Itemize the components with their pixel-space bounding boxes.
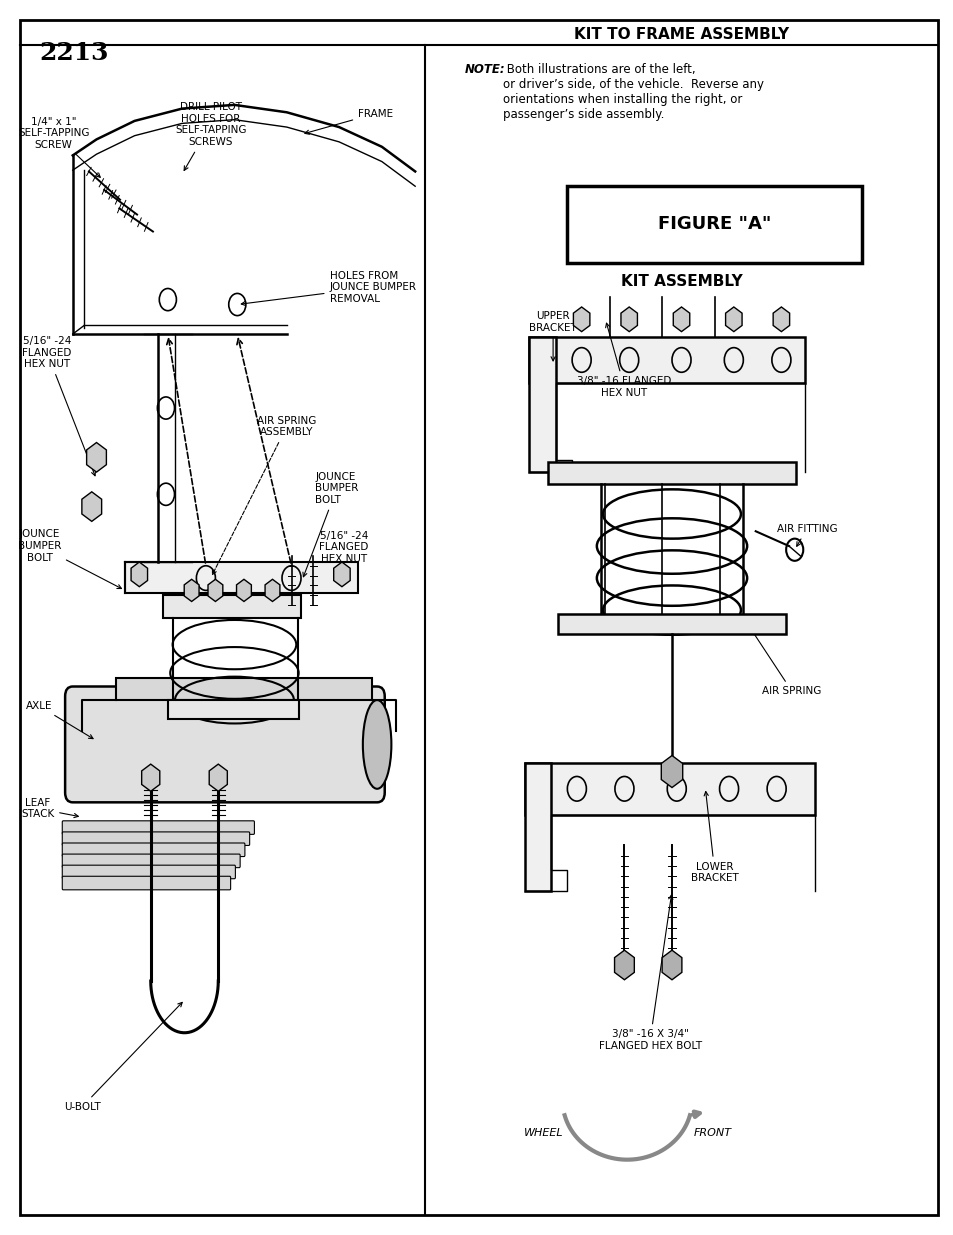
Text: KIT TO FRAME ASSEMBLY: KIT TO FRAME ASSEMBLY: [574, 27, 788, 42]
FancyBboxPatch shape: [529, 337, 556, 472]
Polygon shape: [660, 756, 682, 788]
Polygon shape: [209, 764, 227, 792]
Polygon shape: [208, 579, 223, 601]
Text: LEAF
STACK: LEAF STACK: [21, 798, 78, 819]
Polygon shape: [82, 492, 102, 521]
FancyBboxPatch shape: [558, 614, 785, 634]
Text: AIR SPRING
ASSEMBLY: AIR SPRING ASSEMBLY: [213, 416, 316, 574]
Text: 1/4" x 1"
SELF-TAPPING
SCREW: 1/4" x 1" SELF-TAPPING SCREW: [18, 116, 100, 178]
FancyBboxPatch shape: [62, 866, 235, 879]
Ellipse shape: [362, 700, 391, 789]
FancyBboxPatch shape: [125, 562, 357, 593]
Polygon shape: [142, 764, 159, 792]
Text: LOWER
BRACKET: LOWER BRACKET: [690, 792, 738, 883]
Text: FRAME: FRAME: [305, 109, 393, 135]
FancyBboxPatch shape: [62, 832, 250, 846]
Text: JOUNCE
BUMPER
BOLT: JOUNCE BUMPER BOLT: [303, 472, 358, 577]
Polygon shape: [131, 562, 148, 587]
Polygon shape: [725, 308, 741, 332]
Text: DRILL PILOT
HOLES FOR
SELF-TAPPING
SCREWS: DRILL PILOT HOLES FOR SELF-TAPPING SCREW…: [174, 103, 246, 170]
Text: U-BOLT: U-BOLT: [64, 1003, 182, 1112]
FancyBboxPatch shape: [168, 700, 299, 719]
Polygon shape: [620, 308, 637, 332]
Polygon shape: [614, 950, 634, 979]
Text: AIR FITTING: AIR FITTING: [776, 524, 837, 546]
FancyBboxPatch shape: [115, 678, 372, 700]
Text: 3/8" -16 FLANGED
HEX NUT: 3/8" -16 FLANGED HEX NUT: [577, 324, 671, 398]
Polygon shape: [334, 562, 350, 587]
FancyBboxPatch shape: [524, 763, 551, 892]
Polygon shape: [772, 308, 789, 332]
FancyBboxPatch shape: [65, 687, 384, 803]
Text: UPPER
BRACKET: UPPER BRACKET: [529, 311, 577, 361]
Text: FRONT: FRONT: [693, 1128, 731, 1137]
Text: NOTE:: NOTE:: [464, 63, 505, 77]
FancyBboxPatch shape: [163, 595, 301, 618]
Text: HOLES FROM
JOUNCE BUMPER
REMOVAL: HOLES FROM JOUNCE BUMPER REMOVAL: [241, 270, 416, 305]
FancyBboxPatch shape: [20, 20, 938, 1215]
Text: Both illustrations are of the left,
or driver’s side, of the vehicle.  Reverse a: Both illustrations are of the left, or d…: [502, 63, 763, 121]
Text: 2213: 2213: [39, 41, 109, 65]
Text: AIR SPRING: AIR SPRING: [745, 621, 821, 697]
Polygon shape: [265, 579, 279, 601]
Text: WHEEL: WHEEL: [523, 1128, 563, 1137]
FancyBboxPatch shape: [62, 855, 240, 868]
FancyBboxPatch shape: [567, 186, 862, 263]
FancyBboxPatch shape: [524, 763, 814, 815]
Text: FIGURE "A": FIGURE "A": [658, 215, 771, 233]
Text: 3/8" -16 X 3/4"
FLANGED HEX BOLT: 3/8" -16 X 3/4" FLANGED HEX BOLT: [598, 895, 701, 1051]
Polygon shape: [236, 579, 251, 601]
Polygon shape: [184, 579, 199, 601]
Text: 5/16" -24
FLANGED
HEX NUT: 5/16" -24 FLANGED HEX NUT: [22, 336, 95, 475]
FancyBboxPatch shape: [62, 844, 245, 857]
FancyBboxPatch shape: [62, 821, 254, 835]
Polygon shape: [673, 308, 689, 332]
FancyBboxPatch shape: [62, 877, 231, 890]
FancyBboxPatch shape: [529, 337, 804, 383]
Text: AXLE: AXLE: [26, 701, 93, 739]
Text: 5/16" -24
FLANGED
HEX NUT: 5/16" -24 FLANGED HEX NUT: [319, 531, 368, 569]
FancyBboxPatch shape: [548, 462, 795, 484]
Text: JOUNCE
BUMPER
BOLT: JOUNCE BUMPER BOLT: [18, 530, 121, 589]
Polygon shape: [87, 442, 107, 472]
Polygon shape: [661, 950, 681, 979]
Polygon shape: [573, 308, 589, 332]
Text: KIT ASSEMBLY: KIT ASSEMBLY: [620, 274, 741, 289]
